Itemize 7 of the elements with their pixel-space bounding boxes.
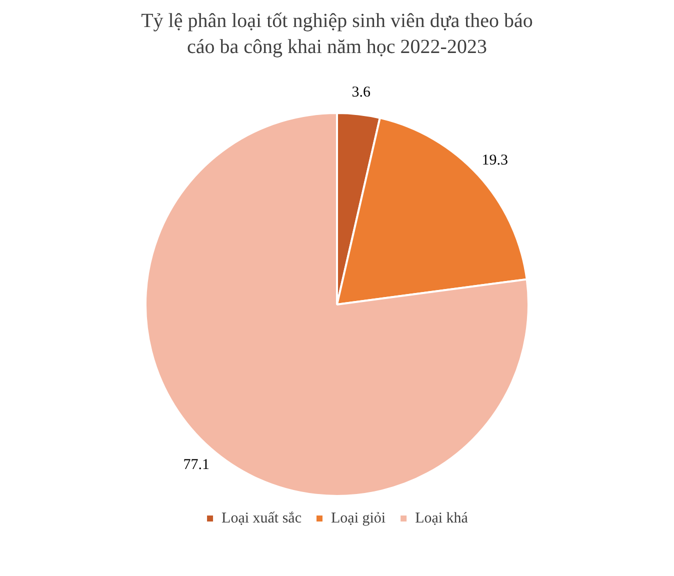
legend-label: Loại khá (415, 510, 468, 526)
legend-label: Loại xuất sắc (222, 510, 302, 526)
chart-title: Tỷ lệ phân loại tốt nghiệp sinh viên dựa theo báo cáo ba công khai năm học 2022-2023 (140, 9, 534, 60)
legend-label: Loại giỏi (331, 510, 386, 526)
data-label: 19.3 (482, 152, 508, 169)
data-label: 3.6 (352, 84, 371, 100)
data-label: 77.1 (183, 457, 210, 474)
